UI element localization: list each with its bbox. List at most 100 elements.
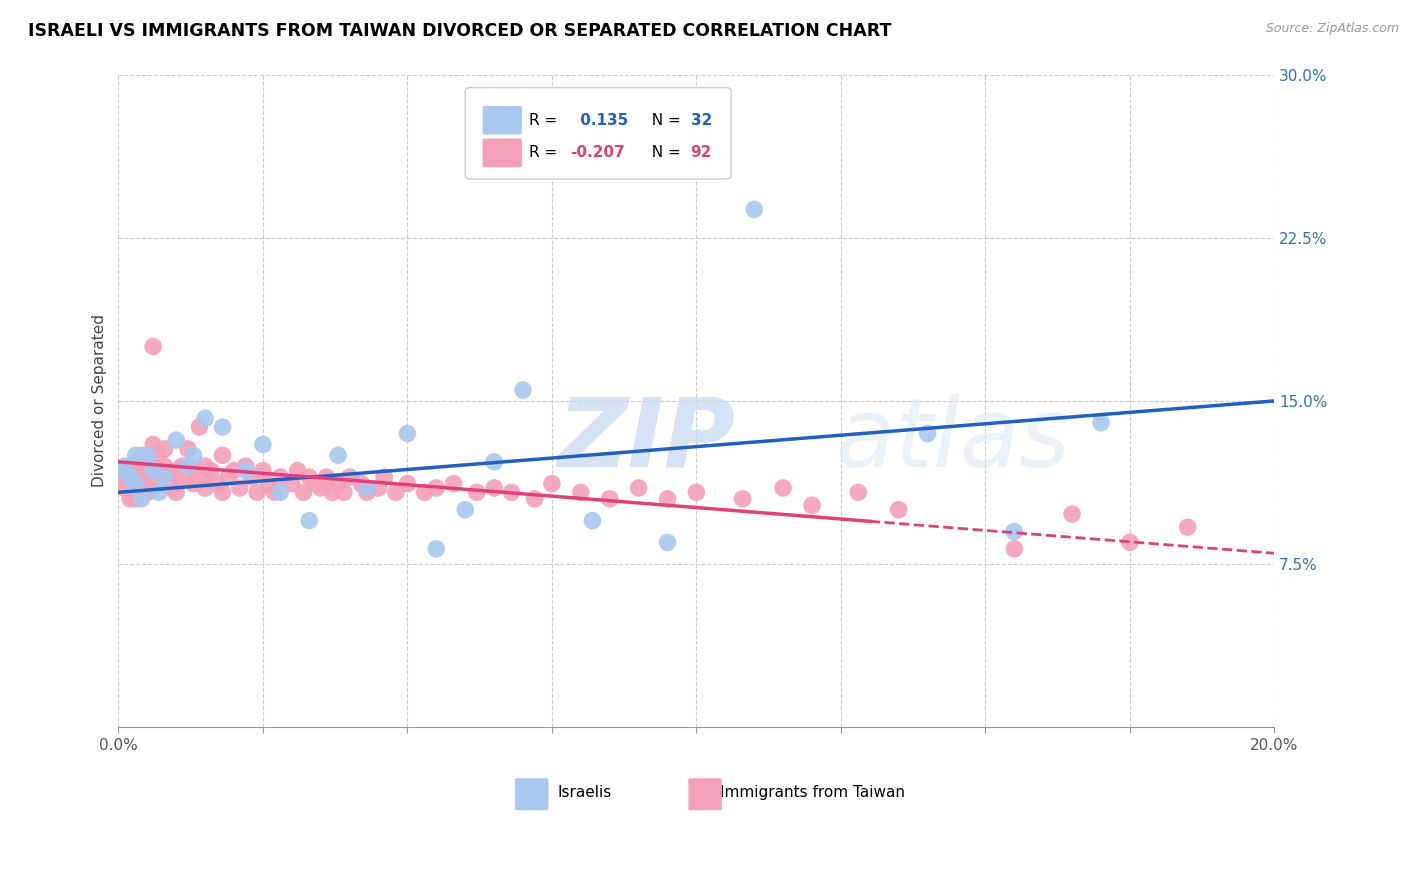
Point	[356, 485, 378, 500]
Point	[118, 491, 141, 506]
Point	[321, 485, 343, 500]
Point	[482, 481, 505, 495]
FancyBboxPatch shape	[689, 778, 721, 810]
Point	[917, 426, 939, 441]
Point	[482, 455, 505, 469]
Point	[148, 464, 170, 478]
Point	[142, 481, 165, 495]
Point	[887, 502, 910, 516]
Point	[581, 514, 603, 528]
Point	[112, 470, 135, 484]
Point	[112, 481, 135, 495]
Point	[385, 485, 408, 500]
Point	[465, 485, 488, 500]
Point	[142, 464, 165, 478]
Point	[1177, 520, 1199, 534]
Point	[269, 470, 291, 484]
Point	[454, 502, 477, 516]
Point	[183, 476, 205, 491]
Point	[541, 476, 564, 491]
Point	[177, 442, 200, 456]
Text: N =: N =	[643, 112, 686, 128]
Point	[194, 470, 217, 484]
Point	[136, 470, 159, 484]
Point	[339, 470, 361, 484]
Point	[211, 448, 233, 462]
Point	[246, 485, 269, 500]
Point	[153, 459, 176, 474]
Point	[131, 481, 153, 495]
Point	[523, 491, 546, 506]
Point	[801, 499, 824, 513]
Point	[136, 459, 159, 474]
Point	[627, 481, 650, 495]
FancyBboxPatch shape	[465, 87, 731, 179]
Point	[350, 476, 373, 491]
Point	[142, 339, 165, 353]
Point	[153, 442, 176, 456]
Point	[257, 476, 280, 491]
Point	[252, 464, 274, 478]
Y-axis label: Divorced or Separated: Divorced or Separated	[93, 314, 107, 487]
Point	[125, 464, 148, 478]
Text: R =: R =	[529, 112, 562, 128]
Point	[165, 433, 187, 447]
Point	[846, 485, 869, 500]
Point	[229, 481, 252, 495]
Point	[125, 448, 148, 462]
Point	[165, 464, 187, 478]
Point	[269, 485, 291, 500]
Point	[211, 485, 233, 500]
Point	[118, 459, 141, 474]
Point	[125, 476, 148, 491]
Point	[326, 448, 349, 462]
Point	[177, 459, 200, 474]
Point	[772, 481, 794, 495]
Text: ZIP: ZIP	[558, 393, 735, 487]
Point	[367, 481, 389, 495]
Point	[125, 485, 148, 500]
Point	[287, 464, 309, 478]
Point	[148, 448, 170, 462]
Point	[657, 535, 679, 549]
Point	[118, 470, 141, 484]
Point	[159, 470, 181, 484]
Point	[413, 485, 436, 500]
Point	[131, 491, 153, 506]
Point	[292, 485, 315, 500]
Point	[326, 476, 349, 491]
Text: -0.207: -0.207	[571, 145, 626, 161]
Point	[148, 485, 170, 500]
Text: N =: N =	[643, 145, 686, 161]
Point	[569, 485, 592, 500]
Point	[252, 437, 274, 451]
Point	[177, 470, 200, 484]
Point	[222, 464, 245, 478]
Point	[501, 485, 523, 500]
Point	[1002, 524, 1025, 539]
Point	[188, 420, 211, 434]
Point	[298, 514, 321, 528]
Point	[194, 411, 217, 425]
Point	[136, 448, 159, 462]
Point	[217, 470, 239, 484]
Point	[425, 541, 447, 556]
Point	[112, 459, 135, 474]
Point	[298, 470, 321, 484]
Point	[235, 464, 257, 478]
Point	[112, 464, 135, 478]
Point	[512, 383, 534, 397]
Point	[1062, 507, 1084, 521]
Point	[396, 476, 419, 491]
Point	[131, 470, 153, 484]
Point	[309, 481, 332, 495]
Point	[1002, 541, 1025, 556]
Point	[373, 470, 395, 484]
Point	[205, 476, 228, 491]
Point	[159, 481, 181, 495]
Point	[731, 491, 754, 506]
Point	[1090, 416, 1112, 430]
Point	[131, 448, 153, 462]
Text: atlas: atlas	[835, 393, 1070, 487]
Point	[183, 448, 205, 462]
